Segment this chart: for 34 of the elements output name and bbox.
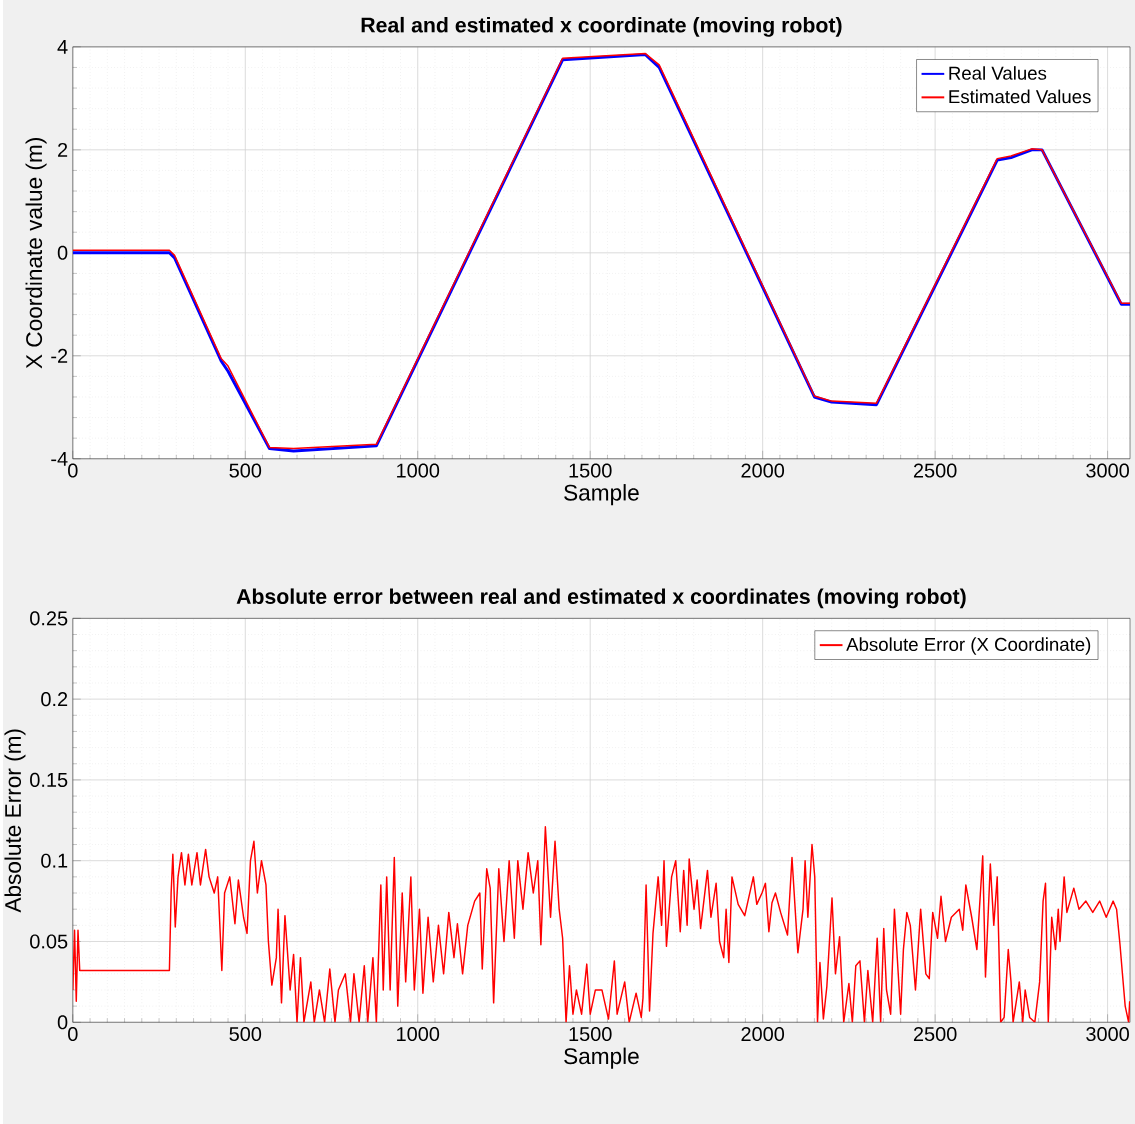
x-tick-label: 3000	[1086, 463, 1129, 478]
y-tick-label: 0.1	[41, 853, 68, 868]
y-tick-label: 0.15	[30, 772, 68, 787]
y-tick-label: 0.25	[30, 611, 68, 626]
x-tick-label: 1500	[569, 1026, 612, 1042]
x-tick-label: 1500	[569, 463, 612, 478]
x-tick-label: 1000	[397, 463, 440, 478]
legend-label: Absolute Error (X Coordinate)	[846, 637, 1091, 655]
y-tick-label: 4	[57, 40, 68, 54]
y-tick-label: -4	[51, 451, 68, 466]
x-tick-label: 1000	[397, 1026, 440, 1042]
y-tick-label: 0	[57, 245, 68, 260]
y-tick-label: 0.05	[30, 934, 68, 949]
x-tick-label: 3000	[1086, 1026, 1129, 1042]
x-tick-label: 2500	[913, 463, 957, 478]
y-axis-title: X Coordinate value (m)	[25, 138, 47, 369]
x-axis-title: Sample	[564, 484, 639, 506]
legend-label: Estimated Values	[949, 89, 1091, 104]
y-tick-label: 0.2	[41, 692, 68, 707]
x-axis-title: Sample	[564, 1047, 639, 1069]
chart-title: Real and estimated x coordinate (moving robot)	[361, 16, 842, 37]
x-tick-label: 2000	[741, 1026, 785, 1042]
x-tick-label: 500	[229, 1026, 262, 1042]
x-tick-label: 0	[68, 463, 78, 478]
y-tick-label: 2	[58, 142, 68, 157]
legend-label: Real Values	[949, 66, 1047, 80]
x-tick-label: 500	[229, 463, 262, 478]
x-tick-label: 2000	[741, 463, 785, 478]
x-tick-label: 2500	[913, 1026, 957, 1042]
chart-title: Absolute error between real and estimated x coordinates (moving robot)	[236, 588, 966, 609]
x-tick-label: 0	[68, 1026, 78, 1042]
y-axis-title: Absolute Error (m)	[4, 729, 26, 913]
y-tick-label: -2	[51, 348, 68, 363]
y-tick-label: 0	[57, 1015, 68, 1030]
